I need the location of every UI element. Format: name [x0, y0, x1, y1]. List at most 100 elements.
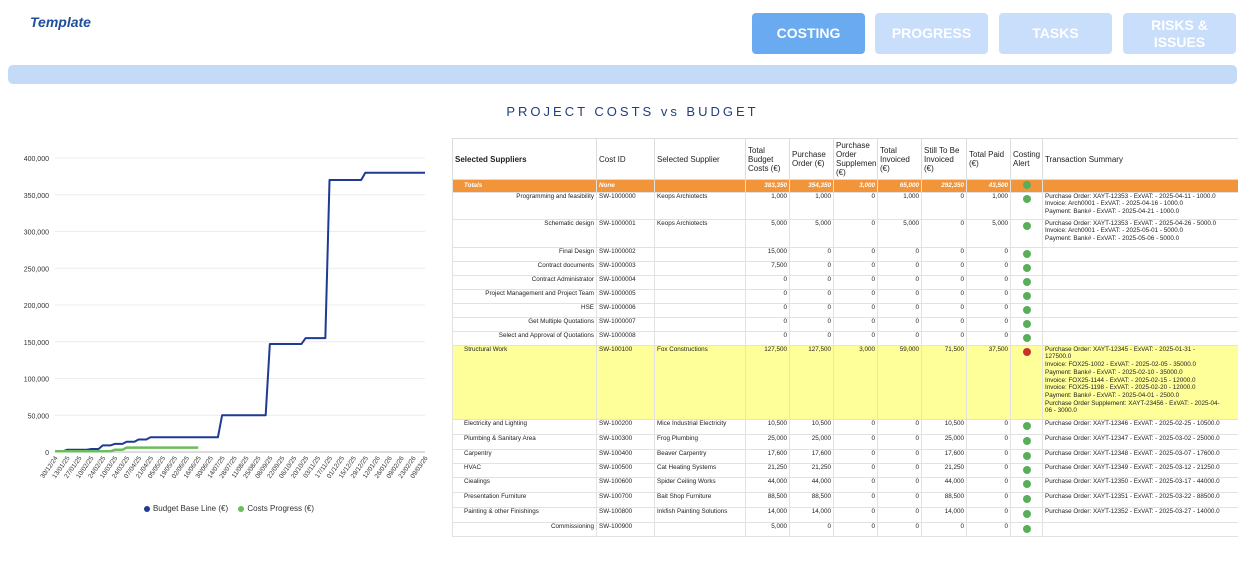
nav-progress-button[interactable]: PROGRESS: [875, 13, 988, 54]
row-name: Carpentry: [452, 448, 597, 464]
table-row[interactable]: Electricity and Lighting SW-100200 Mice In…: [452, 418, 1238, 435]
row-supplier: [654, 288, 746, 304]
totals-supplier: [654, 179, 746, 193]
col-header-total-budget[interactable]: Total Budget Costs (€): [745, 138, 790, 180]
row-cost-id: SW-100800: [596, 506, 655, 523]
row-invoiced: 1,000: [877, 191, 922, 220]
row-po: 0: [789, 288, 834, 304]
row-paid: 0: [966, 302, 1011, 318]
row-po: 0: [789, 246, 834, 262]
row-still-to-invoice: 88,500: [921, 491, 967, 508]
col-header-po-supplement[interactable]: Purchase Order Supplemen (€): [833, 138, 878, 180]
col-header-selected-supplier[interactable]: Selected Supplier: [654, 138, 746, 180]
table-row[interactable]: Painting & other Finishings SW-100800 Inkf…: [452, 506, 1238, 523]
col-header-total-paid[interactable]: Total Paid (€): [966, 138, 1011, 180]
nav-tasks-button[interactable]: TASKS: [999, 13, 1112, 54]
row-alert-cell: [1010, 218, 1043, 248]
y-tick-label: 400,000: [24, 156, 49, 163]
row-po: 25,000: [789, 433, 834, 450]
alert-dot-green: [1022, 465, 1031, 474]
row-paid: 0: [966, 274, 1011, 290]
totals-budget: 383,350: [745, 179, 790, 193]
row-transaction-summary: [1042, 246, 1238, 262]
row-paid: 0: [966, 462, 1011, 478]
col-header-costing-alert[interactable]: Costing Alert: [1010, 138, 1043, 180]
brand-title: Template: [30, 14, 91, 30]
table-row[interactable]: Final Design SW-1000002 15,000 0 0 0 0 0: [452, 246, 1238, 262]
table-row[interactable]: Programming and feasibility SW-1000000 Keo…: [452, 191, 1238, 220]
row-budget: 88,500: [745, 491, 790, 508]
row-cost-id: SW-1000008: [596, 330, 655, 346]
costs-table-container[interactable]: Selected Suppliers Cost ID Selected Supp…: [452, 138, 1238, 548]
row-name: Plumbing & Sanitary Area: [452, 433, 597, 450]
table-row[interactable]: Schematic design SW-1000001 Keops Archiote…: [452, 218, 1238, 248]
row-po: 0: [789, 274, 834, 290]
row-transaction-summary: [1042, 521, 1238, 537]
row-supplier: [654, 260, 746, 276]
nav-costing-label: COSTING: [776, 25, 841, 41]
table-row[interactable]: Select and Approval of Quotations SW-1000…: [452, 330, 1238, 346]
table-row[interactable]: Get Multiple Quotations SW-1000007 0 0 0 0 0 0: [452, 316, 1238, 332]
row-name: Painting & other Finishings: [452, 506, 597, 523]
legend-budget-marker: [143, 505, 150, 512]
row-name: Contract Administrator: [452, 274, 597, 290]
alert-dot-green: [1022, 194, 1031, 203]
table-row[interactable]: HVAC SW-100500 Cat Heating Systems 21,250 21…: [452, 462, 1238, 478]
table-row[interactable]: Contract documents SW-1000003 7,500 0 0 0 0 0: [452, 260, 1238, 276]
nav-costing-button[interactable]: COSTING: [752, 13, 865, 54]
row-still-to-invoice: 0: [921, 260, 967, 276]
alert-dot-green: [1022, 305, 1031, 314]
col-header-purchase-order[interactable]: Purchase Order (€): [789, 138, 834, 180]
col-header-cost-id[interactable]: Cost ID: [596, 138, 655, 180]
totals-po-supplement: 3,000: [833, 179, 878, 193]
row-invoiced: 0: [877, 491, 922, 508]
row-supplier: Spider Ceiling Works: [654, 476, 746, 493]
row-supplier: [654, 330, 746, 346]
row-name: Structural Work: [452, 344, 597, 420]
row-budget: 127,500: [745, 344, 790, 420]
col-header-total-invoiced[interactable]: Total Invoiced (€): [877, 138, 922, 180]
row-budget: 5,000: [745, 218, 790, 248]
row-po-supplement: 0: [833, 433, 878, 450]
row-still-to-invoice: 0: [921, 274, 967, 290]
row-paid: 0: [966, 476, 1011, 493]
row-cost-id: SW-1000002: [596, 246, 655, 262]
row-paid: 0: [966, 521, 1011, 537]
row-po: 17,600: [789, 448, 834, 464]
row-invoiced: 0: [877, 288, 922, 304]
nav-risks-issues-button[interactable]: RISKS & ISSUES: [1123, 13, 1236, 54]
row-transaction-summary: Purchase Order: XAYT-12350 - ExVAT: - 20…: [1042, 476, 1238, 493]
table-row[interactable]: Structural Work SW-100100 Fox Construction…: [452, 344, 1238, 420]
table-row[interactable]: Commissioning SW-100900 5,000 0 0 0 0 0: [452, 521, 1238, 537]
table-row[interactable]: HSE SW-1000006 0 0 0 0 0 0: [452, 302, 1238, 318]
col-header-transaction-summary[interactable]: Transaction Summary: [1042, 138, 1238, 180]
y-tick-label: 250,000: [24, 266, 49, 273]
header-divider-bar: [8, 65, 1237, 84]
table-row[interactable]: Carpentry SW-100400 Beaver Carpentry 17,600…: [452, 448, 1238, 464]
totals-cost-id: None: [596, 179, 655, 193]
legend-costs-marker: [238, 505, 245, 512]
row-budget: 15,000: [745, 246, 790, 262]
row-budget: 10,500: [745, 418, 790, 435]
row-paid: 0: [966, 448, 1011, 464]
table-row[interactable]: Ciealings SW-100600 Spider Ceiling Works 44…: [452, 476, 1238, 493]
table-row[interactable]: Presentation Furniture SW-100700 Bait Shop…: [452, 491, 1238, 508]
table-row[interactable]: Plumbing & Sanitary Area SW-100300 Frog Pl…: [452, 433, 1238, 450]
row-cost-id: SW-1000001: [596, 218, 655, 248]
budget-baseline-line: [55, 171, 425, 453]
row-budget: 7,500: [745, 260, 790, 276]
row-transaction-summary: [1042, 330, 1238, 346]
col-header-still-to-invoice[interactable]: Still To Be Invoiced (€): [921, 138, 967, 180]
row-still-to-invoice: 0: [921, 191, 967, 220]
row-cost-id: SW-100700: [596, 491, 655, 508]
table-row[interactable]: Project Management and Project Team SW-10…: [452, 288, 1238, 304]
row-alert-cell: [1010, 302, 1043, 318]
chart-svg: 400,000 350,000 300,000 250,000 200,000 150,0…: [24, 156, 430, 480]
row-po: 0: [789, 330, 834, 346]
alert-dot-green: [1022, 277, 1031, 286]
row-po: 14,000: [789, 506, 834, 523]
table-row[interactable]: Contract Administrator SW-1000004 0 0 0 0 0 0: [452, 274, 1238, 290]
col-header-selected-suppliers[interactable]: Selected Suppliers: [452, 138, 597, 180]
alert-dot-green: [1022, 319, 1031, 328]
row-paid: 1,000: [966, 191, 1011, 220]
